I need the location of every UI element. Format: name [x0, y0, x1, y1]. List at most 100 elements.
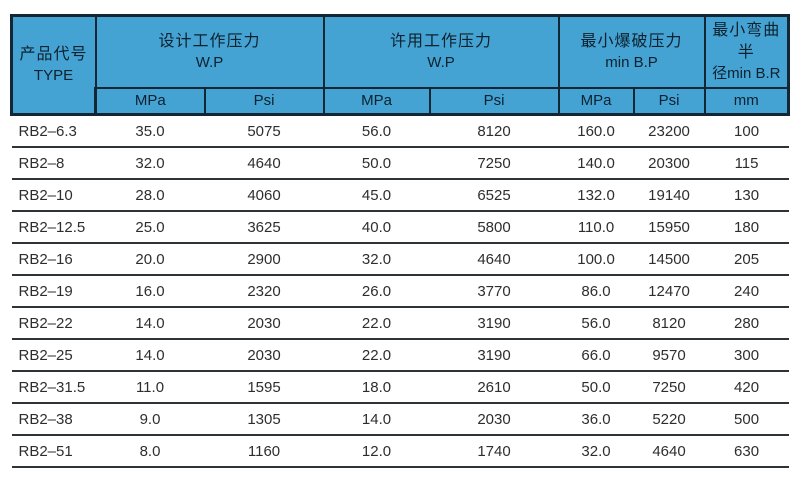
row-value-cell: 86.0 [558, 275, 634, 308]
header-burst-pressure-cn: 最小爆破压力 [580, 32, 683, 50]
row-value-cell: 1740 [429, 435, 559, 468]
row-value-cell: 36.0 [558, 403, 634, 436]
unit-cell-design-psi: Psi [203, 86, 325, 116]
row-value-cell: 32.0 [95, 147, 205, 180]
row-value-cell: 130 [704, 179, 789, 212]
row-value-cell: 3625 [204, 211, 324, 244]
row-value-cell: 2320 [204, 275, 324, 308]
table-row: RB2–8 32.0 4640 50.0 7250 140.0 20300 115 [11, 147, 789, 180]
row-value-cell: 132.0 [558, 179, 634, 212]
row-value-cell: 3190 [429, 307, 559, 340]
unit-label: Psi [253, 91, 275, 109]
header-design-wp-cn: 设计工作压力 [158, 32, 261, 50]
row-value-cell: 110.0 [558, 211, 634, 244]
row-value-cell: 2610 [429, 371, 559, 404]
row-value-cell: 5800 [429, 211, 559, 244]
row-value-cell: 22.0 [323, 339, 430, 372]
unit-label: mm [733, 91, 759, 109]
row-type-cell: RB2–51 [11, 435, 96, 468]
row-value-cell: 15950 [633, 211, 705, 244]
unit-label: MPa [580, 91, 612, 109]
table-row: RB2–51 8.0 1160 12.0 1740 32.0 4640 630 [11, 435, 789, 468]
row-value-cell: 20300 [633, 147, 705, 180]
header-allowable-wp-cell: 许用工作压力 W.P [322, 14, 560, 89]
row-value-cell: 140.0 [558, 147, 634, 180]
row-value-cell: 1305 [204, 403, 324, 436]
row-value-cell: 14.0 [323, 403, 430, 436]
row-value-cell: 66.0 [558, 339, 634, 372]
row-type-cell: RB2–6.3 [11, 114, 96, 148]
row-value-cell: 45.0 [323, 179, 430, 212]
row-value-cell: 100 [704, 114, 789, 148]
unit-label: MPa [134, 91, 166, 109]
row-value-cell: 35.0 [95, 114, 205, 148]
row-value-cell: 280 [704, 307, 789, 340]
unit-label: MPa [361, 91, 392, 109]
row-value-cell: 9.0 [95, 403, 205, 436]
row-value-cell: 18.0 [323, 371, 430, 404]
row-value-cell: 2030 [429, 403, 559, 436]
row-value-cell: 1160 [204, 435, 324, 468]
row-value-cell: 8120 [633, 307, 705, 340]
row-type-cell: RB2–19 [11, 275, 96, 308]
row-value-cell: 8.0 [95, 435, 205, 468]
row-value-cell: 19140 [633, 179, 705, 212]
row-value-cell: 4640 [633, 435, 705, 468]
spec-table: 产品代号 TYPE 设计工作压力 W.P 许用工作压力 W.P 最小爆破压力 m… [10, 14, 791, 468]
row-value-cell: 4640 [429, 243, 559, 276]
header-bend-radius-cell: 最小弯曲半 径min B.R [703, 14, 791, 89]
row-value-cell: 32.0 [558, 435, 634, 468]
table-row: RB2–6.3 35.0 5075 56.0 8120 160.0 23200 100 [11, 114, 789, 148]
row-value-cell: 50.0 [558, 371, 634, 404]
row-value-cell: 1595 [204, 371, 324, 404]
row-value-cell: 28.0 [95, 179, 205, 212]
row-value-cell: 5075 [204, 114, 324, 148]
row-value-cell: 180 [704, 211, 789, 244]
row-value-cell: 115 [704, 147, 789, 180]
row-value-cell: 14.0 [95, 339, 205, 372]
row-value-cell: 40.0 [323, 211, 430, 244]
table-body: RB2–6.3 35.0 5075 56.0 8120 160.0 23200 100 RB2–… [11, 114, 789, 468]
header-title-row: 产品代号 TYPE 设计工作压力 W.P 许用工作压力 W.P 最小爆破压力 m… [10, 14, 791, 116]
header-units-row: MPa Psi MPa Psi MPa Psi mm [12, 86, 791, 116]
row-type-cell: RB2–12.5 [11, 211, 96, 244]
row-value-cell: 160.0 [558, 114, 634, 148]
header-type-en: TYPE [33, 67, 74, 84]
row-value-cell: 16.0 [95, 275, 205, 308]
row-value-cell: 23200 [633, 114, 705, 148]
table-row: RB2–19 16.0 2320 26.0 3770 86.0 12470 240 [11, 275, 789, 308]
row-type-cell: RB2–38 [11, 403, 96, 436]
row-value-cell: 3190 [429, 339, 559, 372]
row-value-cell: 12470 [633, 275, 705, 308]
unit-cell-design-mpa: MPa [94, 86, 206, 116]
table-row: RB2–25 14.0 2030 22.0 3190 66.0 9570 300 [11, 339, 789, 372]
header-allowable-wp-en: W.P [427, 53, 455, 71]
header-bend-radius-en: 径min B.R [712, 64, 781, 82]
row-type-cell: RB2–16 [11, 243, 96, 276]
row-value-cell: 22.0 [323, 307, 430, 340]
row-value-cell: 5220 [633, 403, 705, 436]
row-type-cell: RB2–10 [11, 179, 96, 212]
header-type-cell: 产品代号 TYPE [10, 14, 97, 116]
row-value-cell: 500 [704, 403, 789, 436]
row-value-cell: 11.0 [95, 371, 205, 404]
row-value-cell: 2900 [204, 243, 324, 276]
row-value-cell: 2030 [204, 339, 324, 372]
row-value-cell: 14.0 [95, 307, 205, 340]
row-type-cell: RB2–22 [11, 307, 96, 340]
unit-label: Psi [658, 91, 680, 109]
row-value-cell: 300 [704, 339, 789, 372]
header-design-wp-en: W.P [195, 53, 224, 71]
table-row: RB2–10 28.0 4060 45.0 6525 132.0 19140 130 [11, 179, 789, 212]
row-value-cell: 26.0 [323, 275, 430, 308]
unit-cell-bend-mm: mm [703, 86, 791, 116]
row-value-cell: 32.0 [323, 243, 430, 276]
row-value-cell: 8120 [429, 114, 559, 148]
row-value-cell: 7250 [429, 147, 559, 180]
row-value-cell: 420 [704, 371, 789, 404]
row-value-cell: 240 [704, 275, 789, 308]
header-allowable-wp-cn: 许用工作压力 [390, 32, 493, 50]
header-bend-radius-cn: 最小弯曲半 [712, 21, 781, 61]
row-value-cell: 6525 [429, 179, 559, 212]
table-row: RB2–12.5 25.0 3625 40.0 5800 110.0 15950 180 [11, 211, 789, 244]
